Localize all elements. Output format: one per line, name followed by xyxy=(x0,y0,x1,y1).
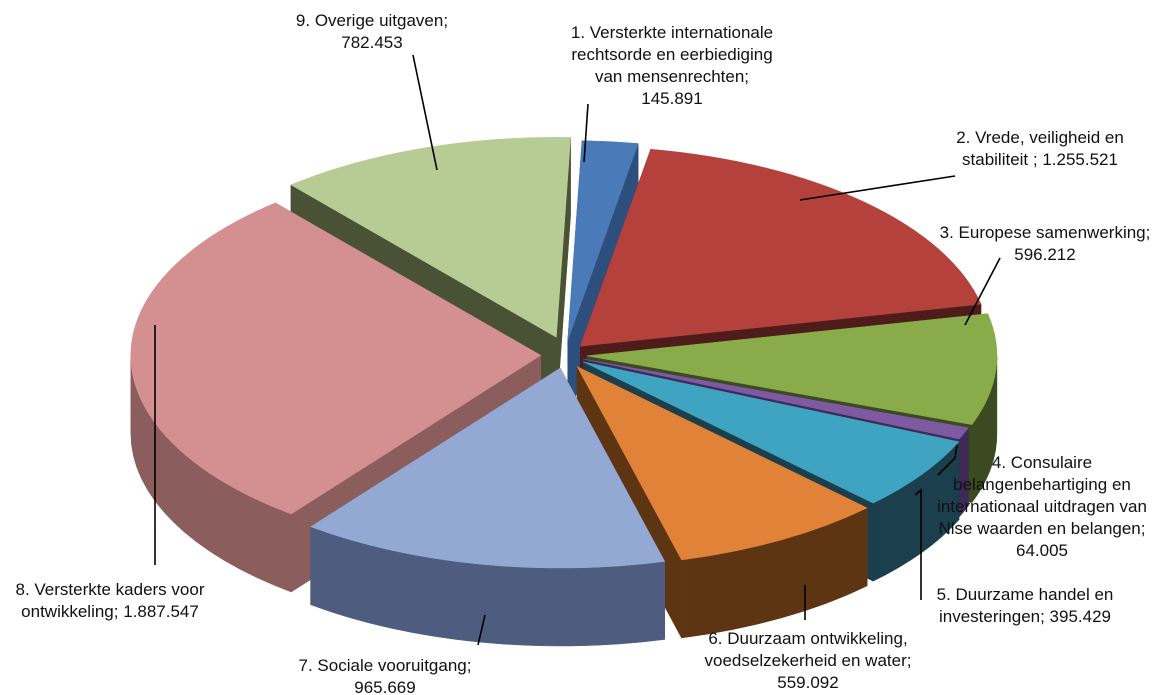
data-label-3-line-2: 596.212 xyxy=(1014,245,1075,264)
slice-6-top xyxy=(576,365,868,561)
data-label-3-line-1: 3. Europese samenwerking; xyxy=(940,223,1151,242)
leader-line-2 xyxy=(799,175,956,201)
data-label-7: 7. Sociale vooruitgang; 965.669 xyxy=(299,656,472,695)
leader-lines xyxy=(154,54,1001,646)
data-label-7-line-2: 965.669 xyxy=(354,678,415,695)
leader-line-4 xyxy=(937,444,958,476)
pie-slice-tops xyxy=(130,137,998,647)
data-label-2-line-2: stabiliteit ; 1.255.521 xyxy=(962,150,1118,169)
data-label-6-line-1: 6. Duurzaam ontwikkeling, xyxy=(708,629,907,648)
data-label-5-line-1: 5. Duurzame handel en xyxy=(937,585,1114,604)
data-label-9-line-2: 782.453 xyxy=(341,33,402,52)
data-label-6: 6. Duurzaam ontwikkeling, voedselzekerhei… xyxy=(705,629,912,692)
leader-line-5 xyxy=(914,488,922,600)
leader-line-9 xyxy=(412,54,438,171)
data-label-4-line-2: belangenbehartiging en xyxy=(953,475,1131,494)
pie-slice-7-sociale-vooruitgang xyxy=(310,367,666,647)
slice-3-top xyxy=(586,313,998,425)
data-label-4: 4. Consulaire belangenbehartiging en inter… xyxy=(937,453,1147,560)
data-label-5: 5. Duurzame handel en investeringen; 395.… xyxy=(937,585,1114,626)
leader-line-3 xyxy=(964,257,1001,326)
data-label-6-line-3: 559.092 xyxy=(777,673,838,692)
leader-line-1 xyxy=(583,103,589,163)
slice-7-top xyxy=(310,367,666,569)
data-label-6-line-2: voedselzekerheid en water; xyxy=(705,651,912,670)
data-label-2-line-1: 2. Vrede, veiligheid en xyxy=(956,128,1124,147)
data-label-1-line-2: rechtsorde en eerbiediging xyxy=(571,45,772,64)
data-label-1-line-4: 145.891 xyxy=(641,89,702,108)
data-label-4-line-3: internationaal uitdragen van xyxy=(937,497,1147,516)
slice-4-top xyxy=(583,358,969,440)
data-label-8-line-1: 8. Versterkte kaders voor xyxy=(16,580,205,599)
data-label-8-line-2: ontwikkeling; 1.887.547 xyxy=(21,602,199,621)
data-label-9-line-1: 9. Overige uitgaven; xyxy=(296,11,448,30)
slice-1-top xyxy=(567,140,639,341)
data-label-1-line-3: van mensenrechten; xyxy=(595,67,749,86)
slice-2-top xyxy=(579,148,982,347)
data-label-9: 9. Overige uitgaven; 782.453 xyxy=(296,11,448,52)
data-label-2: 2. Vrede, veiligheid en stabiliteit ; 1.2… xyxy=(956,128,1124,169)
data-label-1-line-1: 1. Versterkte internationale xyxy=(571,23,773,42)
slice-8-top xyxy=(130,202,542,515)
data-labels: 1. Versterkte internationale rechtsorde e… xyxy=(16,11,1151,695)
data-label-1: 1. Versterkte internationale rechtsorde e… xyxy=(571,23,773,108)
data-label-3: 3. Europese samenwerking; 596.212 xyxy=(940,223,1151,264)
data-label-4-line-5: 64.005 xyxy=(1016,541,1068,560)
data-label-4-line-1: 4. Consulaire xyxy=(992,453,1092,472)
leader-line-7 xyxy=(477,614,486,646)
slice-5-top xyxy=(583,361,960,504)
data-label-8: 8. Versterkte kaders voor ontwikkeling; 1… xyxy=(16,580,205,621)
data-label-7-line-1: 7. Sociale vooruitgang; xyxy=(299,656,472,675)
slice-9-top xyxy=(290,137,571,338)
data-label-4-line-4: Nlse waarden en belangen; xyxy=(939,519,1146,538)
data-label-5-line-2: investeringen; 395.429 xyxy=(939,607,1111,626)
